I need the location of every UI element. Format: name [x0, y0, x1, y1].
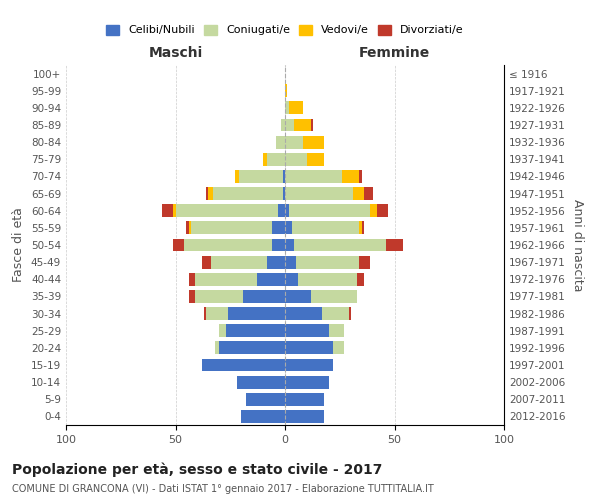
Bar: [329, 324, 344, 337]
Bar: [191, 222, 272, 234]
Bar: [173, 238, 184, 252]
Bar: [215, 342, 220, 354]
Bar: [237, 376, 285, 388]
Bar: [278, 204, 285, 217]
Y-axis label: Anni di nascita: Anni di nascita: [571, 198, 584, 291]
Text: Maschi: Maschi: [148, 46, 203, 60]
Bar: [362, 222, 364, 234]
Bar: [268, 256, 285, 268]
Bar: [235, 170, 239, 183]
Bar: [349, 307, 350, 320]
Bar: [285, 256, 296, 268]
Bar: [285, 307, 322, 320]
Bar: [285, 342, 333, 354]
Bar: [241, 410, 285, 423]
Bar: [285, 222, 292, 234]
Bar: [359, 256, 370, 268]
Y-axis label: Fasce di età: Fasce di età: [13, 208, 25, 282]
Bar: [289, 102, 302, 114]
Bar: [285, 170, 342, 183]
Bar: [244, 290, 285, 303]
Bar: [285, 187, 353, 200]
Bar: [257, 273, 285, 285]
Bar: [204, 307, 206, 320]
Bar: [296, 256, 359, 268]
Bar: [211, 256, 268, 268]
Bar: [206, 187, 208, 200]
Bar: [285, 393, 325, 406]
Bar: [188, 273, 195, 285]
Bar: [228, 307, 285, 320]
Bar: [333, 342, 344, 354]
Bar: [311, 118, 313, 132]
Bar: [206, 307, 228, 320]
Bar: [187, 222, 188, 234]
Bar: [220, 324, 226, 337]
Bar: [285, 102, 289, 114]
Bar: [213, 187, 283, 200]
Bar: [281, 118, 285, 132]
Bar: [357, 273, 364, 285]
Bar: [220, 342, 285, 354]
Bar: [268, 153, 285, 166]
Bar: [359, 170, 362, 183]
Bar: [342, 170, 359, 183]
Bar: [307, 153, 325, 166]
Bar: [195, 290, 244, 303]
Bar: [176, 204, 278, 217]
Bar: [289, 204, 370, 217]
Bar: [285, 204, 289, 217]
Bar: [377, 204, 388, 217]
Bar: [195, 273, 257, 285]
Bar: [322, 307, 349, 320]
Bar: [226, 324, 285, 337]
Bar: [163, 204, 173, 217]
Bar: [208, 187, 213, 200]
Bar: [285, 136, 302, 148]
Bar: [285, 273, 298, 285]
Bar: [292, 222, 359, 234]
Bar: [298, 273, 357, 285]
Bar: [386, 238, 403, 252]
Bar: [285, 118, 294, 132]
Bar: [353, 187, 364, 200]
Text: COMUNE DI GRANCONA (VI) - Dati ISTAT 1° gennaio 2017 - Elaborazione TUTTITALIA.I: COMUNE DI GRANCONA (VI) - Dati ISTAT 1° …: [12, 484, 434, 494]
Bar: [364, 187, 373, 200]
Bar: [285, 290, 311, 303]
Bar: [272, 222, 285, 234]
Text: Femmine: Femmine: [359, 46, 430, 60]
Bar: [294, 238, 386, 252]
Bar: [285, 84, 287, 97]
Bar: [285, 153, 307, 166]
Bar: [285, 238, 294, 252]
Bar: [202, 256, 211, 268]
Bar: [173, 204, 176, 217]
Bar: [302, 136, 325, 148]
Bar: [370, 204, 377, 217]
Bar: [245, 393, 285, 406]
Bar: [239, 170, 283, 183]
Bar: [359, 222, 362, 234]
Bar: [188, 290, 195, 303]
Bar: [283, 170, 285, 183]
Bar: [285, 324, 329, 337]
Bar: [272, 238, 285, 252]
Legend: Celibi/Nubili, Coniugati/e, Vedovi/e, Divorziati/e: Celibi/Nubili, Coniugati/e, Vedovi/e, Di…: [102, 20, 468, 40]
Bar: [184, 238, 272, 252]
Bar: [283, 187, 285, 200]
Bar: [285, 358, 333, 372]
Bar: [311, 290, 357, 303]
Bar: [263, 153, 268, 166]
Bar: [276, 136, 285, 148]
Bar: [294, 118, 311, 132]
Text: Popolazione per età, sesso e stato civile - 2017: Popolazione per età, sesso e stato civil…: [12, 462, 382, 477]
Bar: [202, 358, 285, 372]
Bar: [188, 222, 191, 234]
Bar: [285, 410, 325, 423]
Bar: [285, 376, 329, 388]
